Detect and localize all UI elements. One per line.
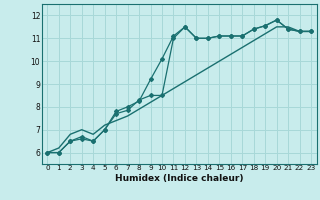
X-axis label: Humidex (Indice chaleur): Humidex (Indice chaleur) [115,174,244,183]
